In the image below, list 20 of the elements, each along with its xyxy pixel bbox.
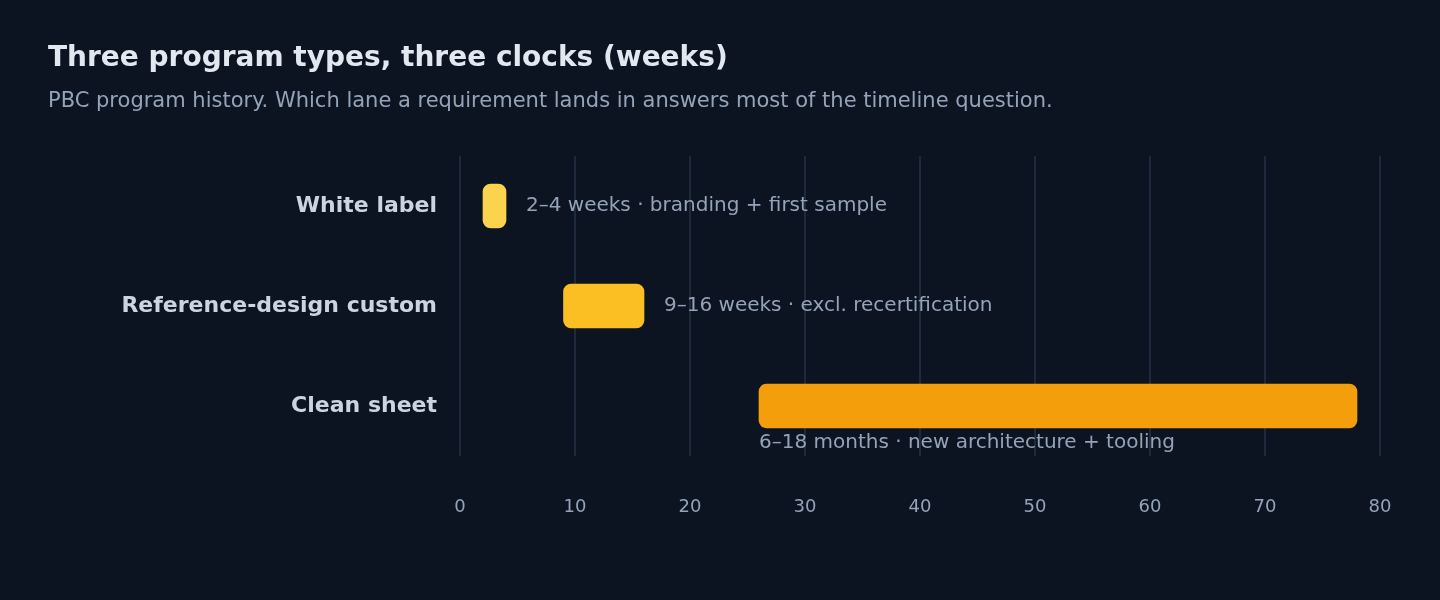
chart-title: Three program types, three clocks (weeks) bbox=[48, 40, 728, 73]
data-label: 2–4 weeks · branding + first sample bbox=[526, 192, 887, 217]
bar bbox=[758, 383, 1358, 429]
x-tick-label: 10 bbox=[563, 495, 587, 517]
bar bbox=[563, 283, 645, 329]
x-tick-label: 80 bbox=[1368, 495, 1392, 517]
y-tick-label: White label bbox=[295, 191, 437, 217]
data-label: 9–16 weeks · excl. recertification bbox=[664, 292, 993, 317]
x-tick-label: 40 bbox=[908, 495, 932, 517]
x-tick-label: 20 bbox=[678, 495, 702, 517]
chart-subtitle: PBC program history. Which lane a requirement lands in answers most of the timeline question. bbox=[48, 88, 1053, 112]
x-tick-label: 60 bbox=[1138, 495, 1162, 517]
x-tick-label: 70 bbox=[1253, 495, 1277, 517]
bar bbox=[482, 183, 507, 229]
y-tick-label: Reference-design custom bbox=[121, 291, 437, 317]
data-label: 6–18 months · new architecture + tooling bbox=[759, 429, 1175, 454]
x-tick-label: 0 bbox=[454, 495, 466, 517]
x-tick-label: 50 bbox=[1023, 495, 1047, 517]
x-tick-label: 30 bbox=[793, 495, 817, 517]
y-tick-label: Clean sheet bbox=[291, 391, 438, 417]
